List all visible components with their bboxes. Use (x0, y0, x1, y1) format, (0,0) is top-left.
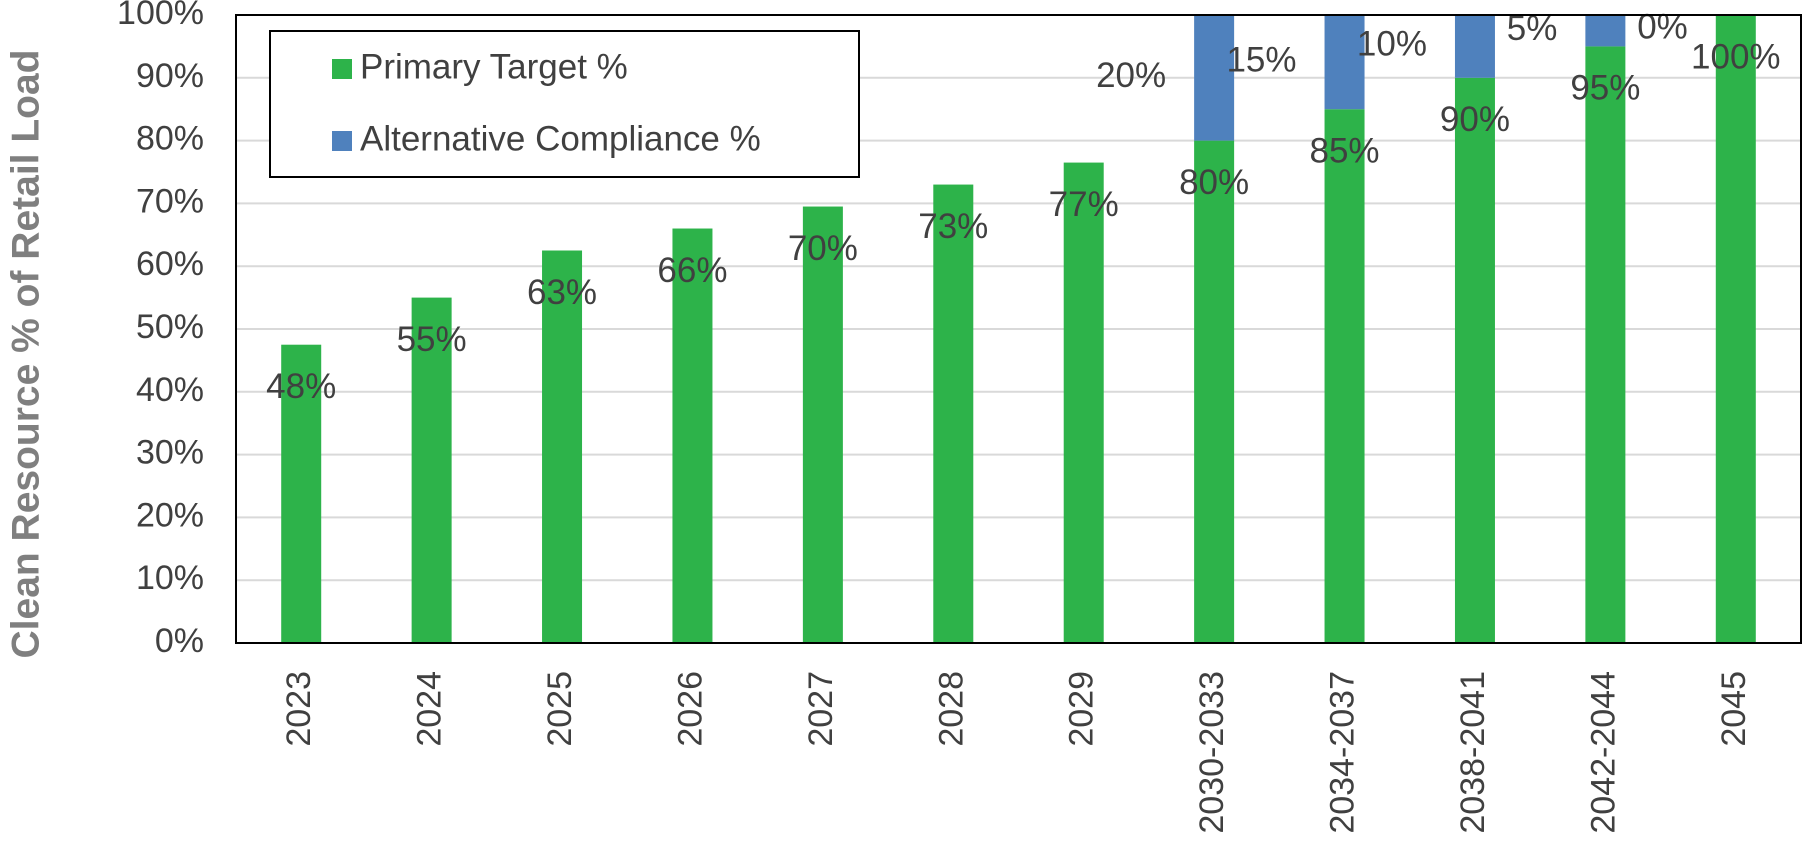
legend-label: Primary Target % (360, 47, 628, 86)
y-tick-label: 80% (136, 120, 204, 158)
value-label: 63% (527, 273, 597, 312)
x-tick-label: 2027 (802, 671, 840, 747)
legend-swatch (332, 59, 352, 79)
x-tick-label: 2028 (932, 671, 970, 747)
x-tick-label: 2042-2044 (1584, 671, 1622, 834)
value-label: 73% (918, 207, 988, 246)
bar-segment (1194, 140, 1235, 643)
bar-segment (1454, 77, 1495, 644)
x-tick-label: 2045 (1715, 671, 1753, 747)
value-label: 48% (266, 367, 336, 406)
x-tick-label: 2029 (1063, 671, 1101, 747)
y-tick-label: 40% (136, 371, 204, 409)
legend-swatch (332, 131, 352, 151)
x-tick-label: 2034-2037 (1324, 671, 1362, 834)
bar-segment (1454, 15, 1495, 78)
value-label: 95% (1570, 69, 1640, 108)
value-label: 100% (1691, 37, 1781, 76)
value-label: 55% (397, 320, 467, 359)
bar-segment (1324, 109, 1365, 643)
x-tick-label: 2023 (280, 671, 318, 747)
value-label: 70% (788, 229, 858, 268)
legend-label: Alternative Compliance % (360, 119, 761, 158)
x-tick-label: 2026 (671, 671, 709, 747)
bar-segment (802, 206, 843, 644)
x-tick-label: 2030-2033 (1193, 671, 1231, 834)
y-tick-label: 100% (117, 0, 204, 32)
bar-segment (1585, 46, 1626, 643)
y-tick-label: 30% (136, 434, 204, 472)
bar-segment (281, 344, 322, 643)
legend-box (269, 30, 860, 178)
value-label: 66% (657, 251, 727, 290)
bar-segment (672, 228, 713, 643)
bar-segment (411, 297, 452, 643)
bar-segment (542, 250, 583, 643)
bar-segment (1194, 15, 1235, 141)
y-tick-label: 50% (136, 308, 204, 346)
value-label: 0% (1637, 7, 1688, 46)
y-tick-label: 90% (136, 57, 204, 95)
y-tick-label: 10% (136, 559, 204, 597)
value-label: 90% (1440, 100, 1510, 139)
y-tick-label: 0% (155, 622, 204, 660)
y-tick-label: 60% (136, 245, 204, 283)
bar-segment (1585, 15, 1626, 47)
value-label: 77% (1049, 185, 1119, 224)
value-label: 85% (1310, 131, 1380, 170)
bar-segment (1715, 15, 1756, 643)
y-tick-label: 70% (136, 182, 204, 220)
y-tick-label: 20% (136, 496, 204, 534)
x-tick-label: 2038-2041 (1454, 671, 1492, 834)
x-tick-label: 2024 (411, 671, 449, 747)
x-tick-label: 2025 (541, 671, 579, 747)
value-label: 20% (1096, 56, 1166, 95)
plot-border (235, 14, 1802, 644)
value-label: 10% (1357, 25, 1427, 64)
value-label: 15% (1226, 40, 1296, 79)
bar-segment (1324, 15, 1365, 110)
y-axis-title: Clean Resource % of Retail Load (4, 50, 47, 659)
bar-segment (933, 184, 974, 643)
bar-segment (1063, 162, 1104, 643)
value-label: 80% (1179, 163, 1249, 202)
